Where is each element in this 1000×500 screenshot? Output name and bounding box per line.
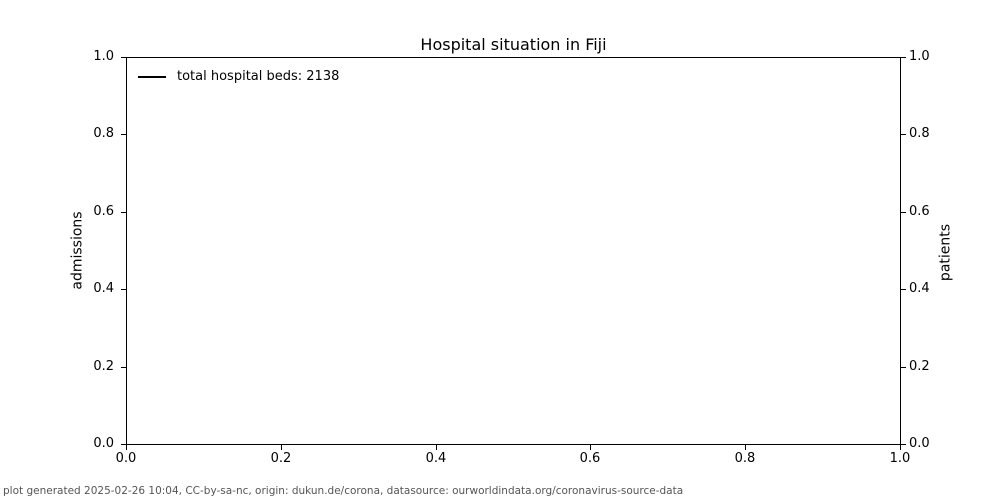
y-axis-label-left: admissions — [69, 211, 86, 290]
y-left-tick-mark — [121, 289, 126, 290]
legend-entry-label: total hospital beds: 2138 — [177, 69, 340, 84]
y-right-tick-label: 0.6 — [909, 204, 930, 219]
y-right-tick-mark — [901, 367, 906, 368]
y-right-tick-label: 1.0 — [909, 49, 930, 64]
y-left-tick-mark — [121, 444, 126, 445]
x-tick-mark — [126, 445, 127, 450]
y-left-tick-label: 0.2 — [93, 359, 114, 374]
y-axis-label-right: patients — [937, 223, 954, 282]
plot-area — [126, 57, 901, 445]
x-tick-label: 0.2 — [270, 451, 292, 466]
y-left-tick-label: 1.0 — [93, 49, 114, 64]
x-tick-mark — [436, 445, 437, 450]
y-left-tick-label: 0.4 — [93, 281, 114, 296]
y-right-tick-label: 0.0 — [909, 436, 930, 451]
y-left-tick-mark — [121, 57, 126, 58]
footer-attribution: plot generated 2025-02-26 10:04, CC-by-s… — [3, 485, 684, 497]
x-tick-label: 0.8 — [734, 451, 756, 466]
y-left-tick-label: 0.8 — [93, 126, 114, 141]
x-tick-mark — [745, 445, 746, 450]
x-tick-label: 0.6 — [579, 451, 601, 466]
y-left-tick-label: 0.0 — [93, 436, 114, 451]
x-tick-mark — [900, 445, 901, 450]
x-tick-label: 0.4 — [425, 451, 447, 466]
y-right-tick-label: 0.4 — [909, 281, 930, 296]
y-left-tick-mark — [121, 134, 126, 135]
x-tick-label: 1.0 — [889, 451, 911, 466]
chart-title: Hospital situation in Fiji — [420, 35, 607, 54]
y-left-tick-mark — [121, 367, 126, 368]
y-right-tick-mark — [901, 289, 906, 290]
y-right-tick-mark — [901, 57, 906, 58]
x-tick-label: 0.0 — [115, 451, 137, 466]
y-right-tick-mark — [901, 444, 906, 445]
y-right-tick-label: 0.8 — [909, 126, 930, 141]
legend: total hospital beds: 2138 — [138, 69, 339, 85]
y-right-tick-mark — [901, 134, 906, 135]
y-left-tick-mark — [121, 212, 126, 213]
y-left-tick-label: 0.6 — [93, 204, 114, 219]
x-tick-mark — [281, 445, 282, 450]
x-tick-mark — [590, 445, 591, 450]
y-right-tick-mark — [901, 212, 906, 213]
legend-line-swatch — [138, 76, 166, 78]
y-right-tick-label: 0.2 — [909, 359, 930, 374]
